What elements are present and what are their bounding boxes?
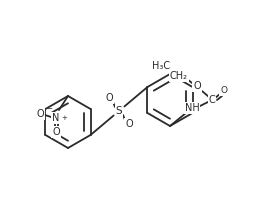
Text: O: O bbox=[105, 93, 113, 103]
Text: O: O bbox=[193, 81, 201, 91]
Text: −: − bbox=[46, 106, 52, 112]
Text: CH₂: CH₂ bbox=[170, 71, 188, 81]
Text: O: O bbox=[125, 119, 133, 129]
Text: S: S bbox=[116, 106, 122, 116]
Text: O: O bbox=[52, 127, 60, 137]
Text: H₃C: H₃C bbox=[152, 61, 170, 71]
Text: O: O bbox=[36, 109, 44, 119]
Text: NH: NH bbox=[185, 103, 199, 113]
Text: O: O bbox=[221, 85, 228, 95]
Text: +: + bbox=[61, 115, 67, 121]
Text: N: N bbox=[52, 113, 60, 123]
Text: C: C bbox=[209, 95, 215, 105]
